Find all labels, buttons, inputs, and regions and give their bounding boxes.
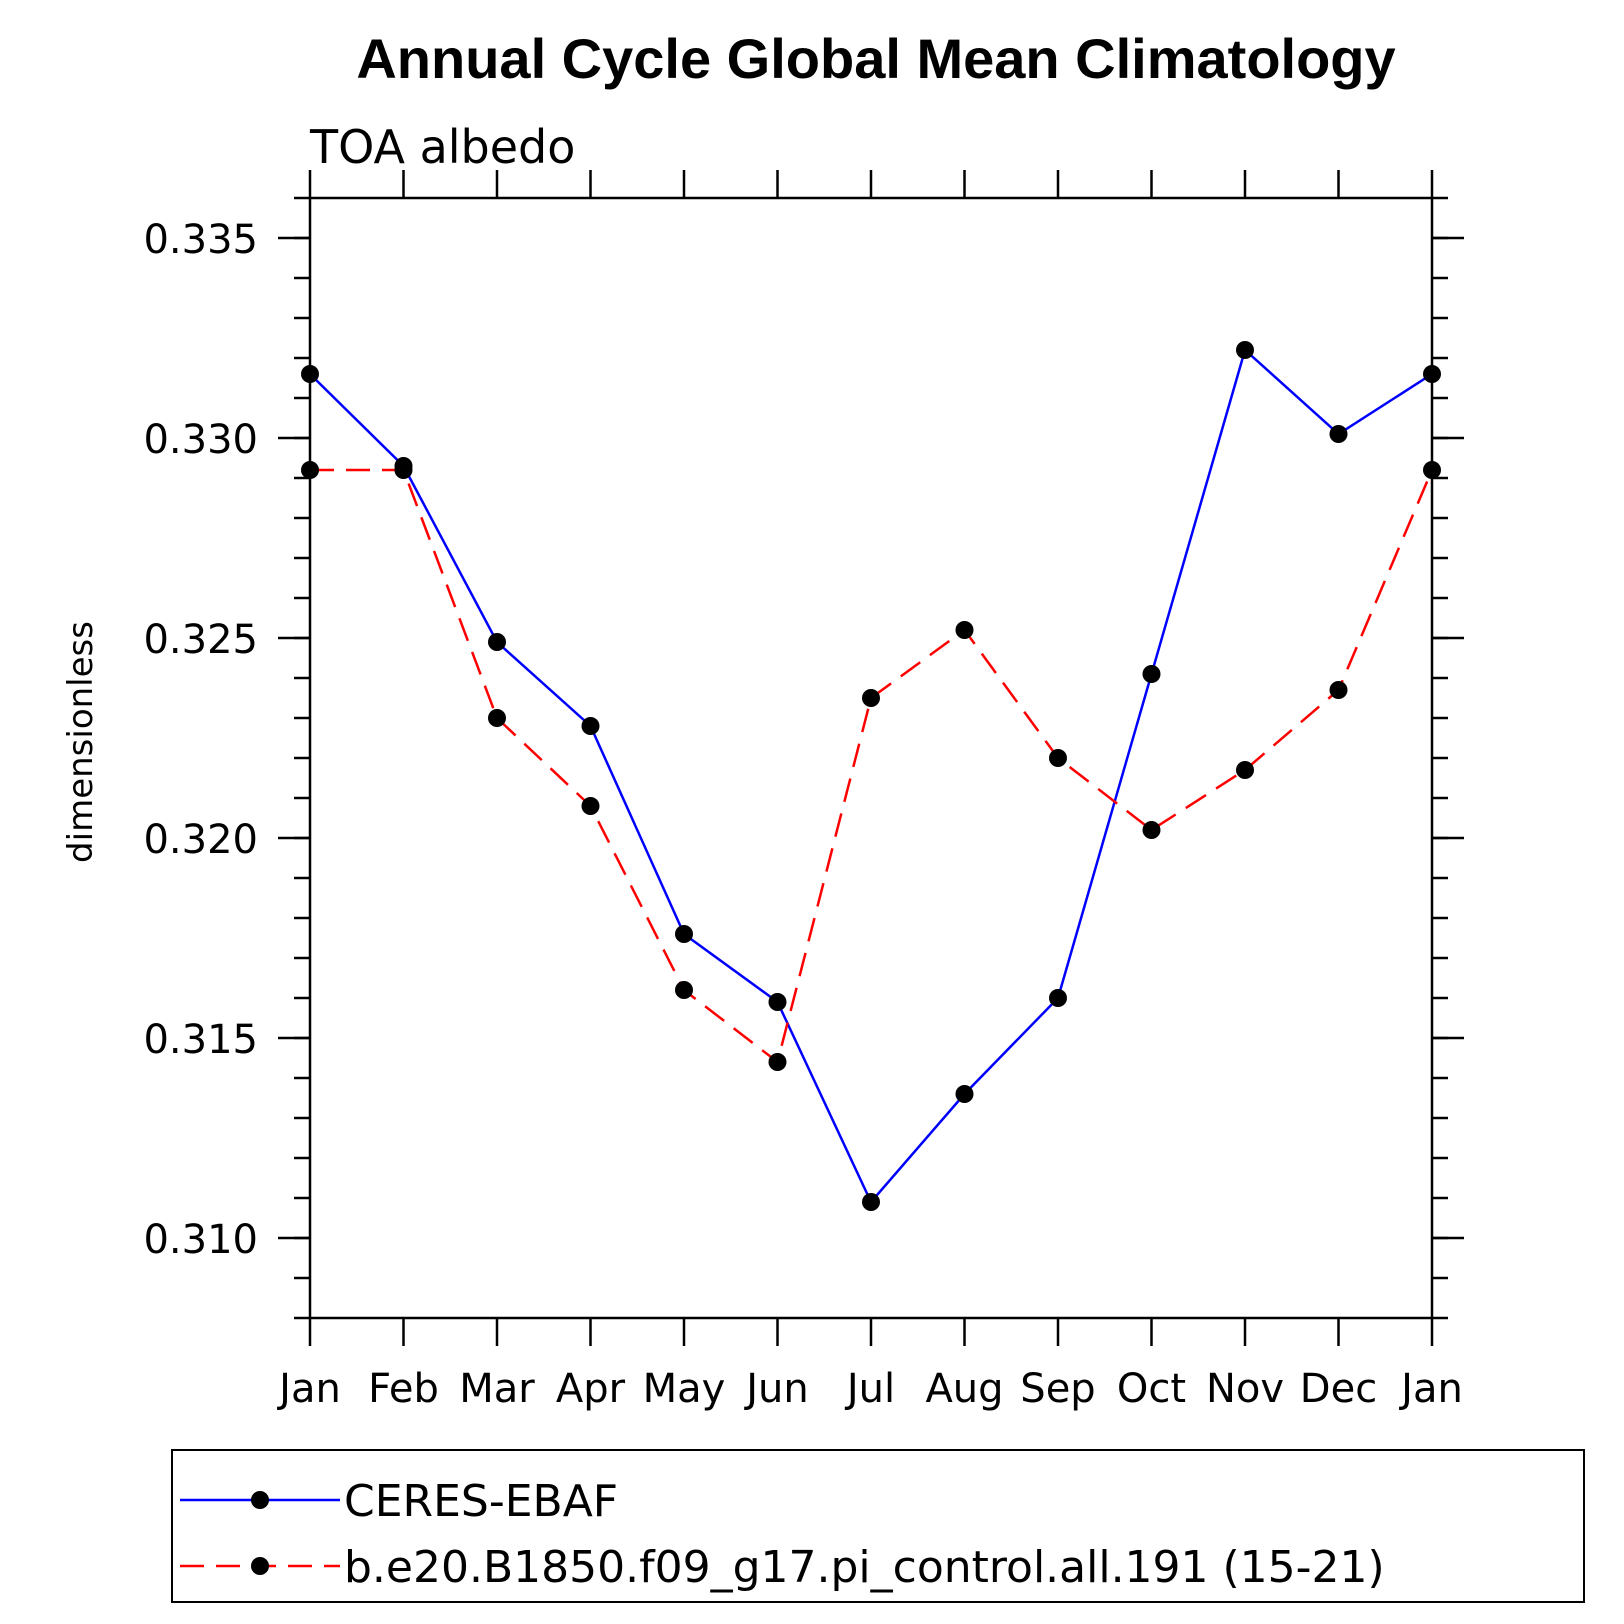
series-2-point — [1049, 749, 1067, 767]
series-1-point — [1049, 989, 1067, 1007]
x-tick-label: Jun — [743, 1366, 809, 1412]
series-2-point — [1236, 761, 1254, 779]
series-1-point — [1236, 341, 1254, 359]
y-tick-label: 0.335 — [143, 217, 258, 263]
y-tick-label: 0.315 — [143, 1017, 258, 1063]
series-2-point — [1423, 461, 1441, 479]
x-tick-label: Dec — [1300, 1366, 1377, 1412]
series-2-point — [768, 1053, 787, 1071]
series-1-point — [488, 633, 506, 651]
y-tick-label: 0.330 — [143, 417, 258, 463]
x-tick-label: Nov — [1206, 1366, 1284, 1412]
legend-label-1: CERES-EBAF — [344, 1476, 618, 1527]
series-2-point — [301, 461, 319, 479]
y-tick-label: 0.325 — [143, 617, 258, 663]
y-axis-label: dimensionless — [61, 621, 101, 863]
series-2-point — [581, 797, 600, 815]
series-1-point — [1423, 365, 1441, 383]
series-2-point — [1142, 821, 1161, 839]
series-1-point — [1329, 425, 1348, 443]
x-tick-label: Aug — [925, 1366, 1003, 1412]
x-tick-label: Mar — [459, 1366, 535, 1412]
series-1-point — [301, 365, 319, 383]
series-1-point — [675, 925, 693, 943]
chart-subtitle: TOA albedo — [309, 120, 575, 174]
legend-box — [171, 1449, 1585, 1603]
series-1-point — [768, 993, 787, 1011]
series-1-point — [955, 1085, 974, 1103]
x-tick-label: May — [643, 1366, 726, 1412]
series-1-point — [862, 1193, 880, 1211]
series-2-point — [955, 621, 974, 639]
series-2-point — [488, 709, 506, 727]
x-tick-label: Jan — [1398, 1366, 1463, 1412]
series-2-point — [394, 461, 413, 479]
legend-marker-1 — [251, 1491, 269, 1509]
chart-title: Annual Cycle Global Mean Climatology — [356, 27, 1395, 90]
x-tick-label: Feb — [368, 1366, 439, 1412]
series-1-point — [1142, 665, 1161, 683]
series-2-point — [862, 689, 880, 707]
series-2-point — [1329, 681, 1348, 699]
series-layer — [301, 341, 1441, 1211]
series-1-point — [581, 717, 600, 735]
legend-marker-2 — [251, 1557, 269, 1575]
series-line-1 — [309, 347, 1433, 1205]
series-2-point — [675, 981, 693, 999]
series-line-2 — [310, 468, 1434, 1065]
y-tick-label: 0.320 — [143, 817, 258, 863]
legend: CERES-EBAF b.e20.B1850.f09_g17.pi_control… — [171, 1449, 1585, 1603]
axis-ticks — [278, 170, 1464, 1346]
x-tick-label: Sep — [1020, 1366, 1095, 1412]
x-tick-label: Oct — [1117, 1366, 1186, 1412]
legend-label-2: b.e20.B1850.f09_g17.pi_control.all.191 (… — [344, 1542, 1385, 1593]
x-tick-label: Apr — [556, 1366, 626, 1412]
axis-tick-labels: Jan Feb Mar Apr May Jun Jul Aug Sep Oct Nov Dec Jan 0… — [143, 217, 1462, 1412]
y-tick-label: 0.310 — [143, 1217, 258, 1263]
x-tick-label: Jul — [844, 1366, 895, 1412]
x-tick-label: Jan — [276, 1366, 341, 1412]
